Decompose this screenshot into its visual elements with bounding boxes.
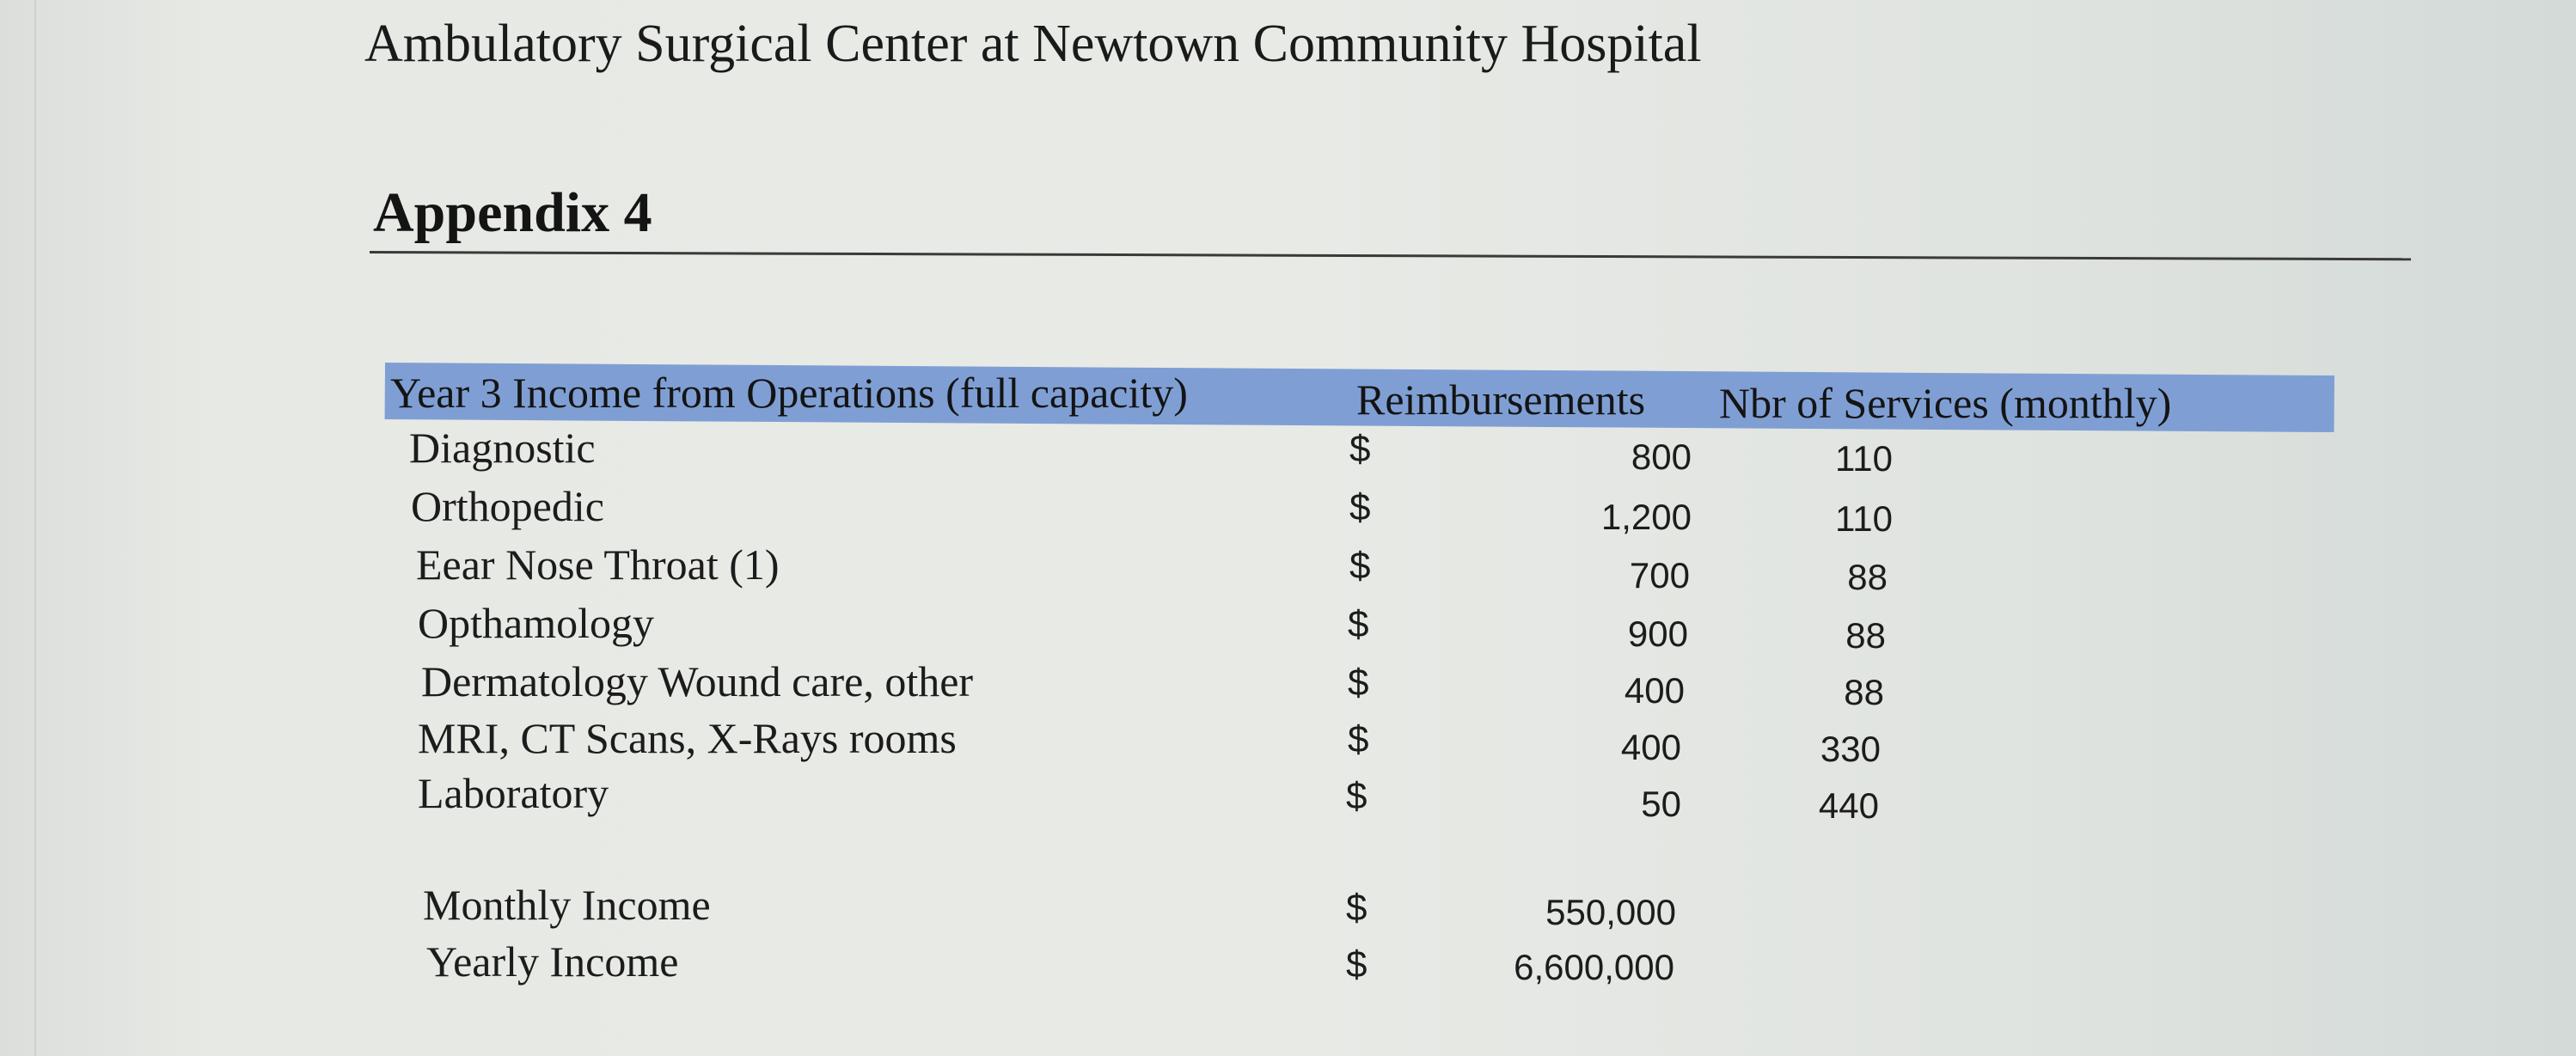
row-label-dermatology: Dermatology Wound care, other (421, 657, 974, 705)
header-reimbursements: Reimbursements (1356, 375, 1646, 424)
reimbursement-value: 800 (1631, 436, 1692, 477)
services-value: 88 (1847, 557, 1888, 597)
services-value: 110 (1835, 438, 1893, 479)
reimbursement-value: 400 (1624, 670, 1685, 711)
dollar-sign: $ (1349, 545, 1371, 587)
monthly-income-value: 550,000 (1545, 892, 1676, 932)
dollar-sign: $ (1348, 718, 1369, 760)
row-label-opthamology: Opthamology (418, 599, 654, 647)
appendix-heading: Appendix 4 (373, 181, 652, 244)
services-value: 88 (1844, 672, 1884, 712)
reimbursement-value: 700 (1629, 555, 1690, 595)
header-income-category: Year 3 Income from Operations (full capa… (390, 369, 1188, 417)
total-label-yearly-income: Yearly Income (426, 937, 679, 986)
services-value: 110 (1835, 498, 1893, 539)
services-value: 88 (1845, 615, 1886, 656)
dollar-sign: $ (1348, 603, 1369, 645)
dollar-sign: $ (1346, 775, 1368, 817)
services-value: 440 (1818, 785, 1879, 826)
document-title: Ambulatory Surgical Center at Newtown Co… (364, 15, 1702, 73)
row-label-laboratory: Laboratory (418, 769, 609, 817)
page-edge (34, 0, 36, 1056)
row-label-orthopedic: Orthopedic (411, 482, 604, 530)
dollar-sign: $ (1346, 943, 1368, 986)
header-services-monthly: Nbr of Services (monthly) (1719, 379, 2172, 427)
row-label-imaging: MRI, CT Scans, X-Rays rooms (418, 714, 957, 762)
yearly-income-value: 6,600,000 (1514, 947, 1674, 987)
row-label-diagnostic: Diagnostic (409, 424, 596, 472)
reimbursement-value: 900 (1627, 613, 1688, 654)
heading-divider (369, 251, 2411, 261)
services-value: 330 (1820, 729, 1881, 769)
reimbursement-value: 50 (1641, 784, 1681, 824)
dollar-sign: $ (1348, 662, 1369, 704)
total-label-monthly-income: Monthly Income (423, 881, 711, 929)
dollar-sign: $ (1349, 428, 1371, 470)
dollar-sign: $ (1349, 486, 1371, 528)
dollar-sign: $ (1346, 887, 1368, 929)
reimbursement-value: 1,200 (1600, 497, 1692, 537)
reimbursement-value: 400 (1620, 727, 1681, 767)
row-label-ent: Eear Nose Throat (1) (416, 540, 780, 589)
